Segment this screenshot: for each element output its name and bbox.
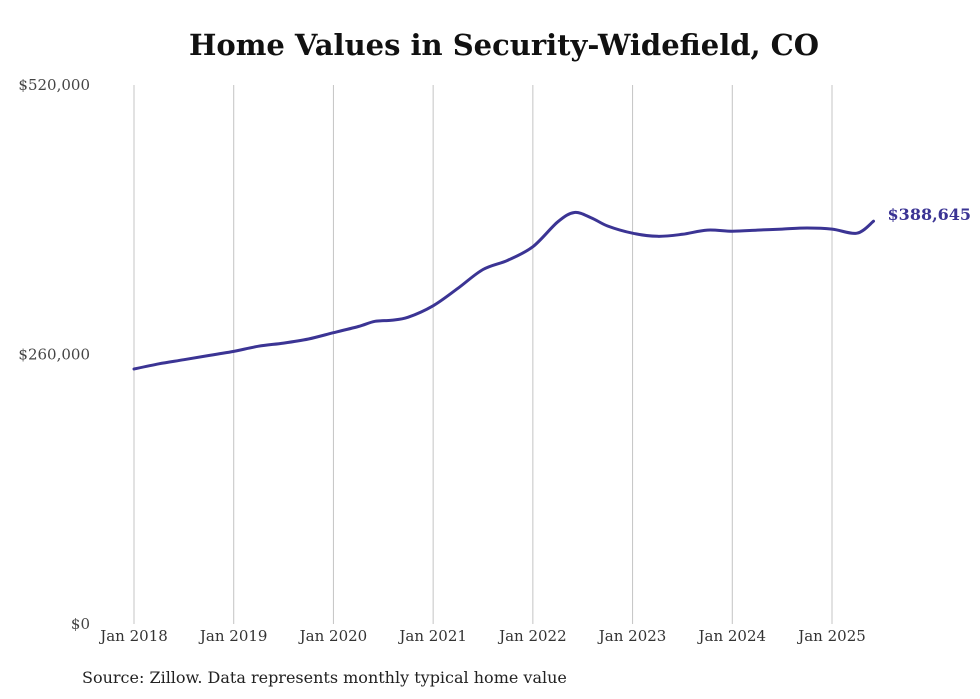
source-note: Source: Zillow. Data represents monthly … — [82, 668, 567, 687]
y-axis-ticks: $0 $260,000 $520,000 — [18, 76, 90, 633]
gridlines — [133, 85, 833, 624]
series-line — [132, 210, 875, 371]
y-tick-label: $260,000 — [18, 346, 90, 364]
x-tick-label: Jan 2025 — [796, 627, 866, 645]
y-tick-label: $0 — [71, 615, 90, 633]
x-tick-label: Jan 2019 — [198, 627, 268, 645]
chart-title: Home Values in Security-Widefield, CO — [188, 28, 820, 62]
x-axis-ticks: Jan 2018 Jan 2019 Jan 2020 Jan 2021 Jan 2022… — [98, 627, 866, 645]
x-tick-label: Jan 2023 — [597, 627, 667, 645]
end-value-label: $388,645 — [888, 205, 972, 224]
y-tick-label: $520,000 — [18, 76, 90, 94]
x-tick-label: Jan 2020 — [298, 627, 368, 645]
x-tick-label: Jan 2018 — [98, 627, 168, 645]
x-tick-label: Jan 2022 — [497, 627, 567, 645]
x-tick-label: Jan 2024 — [697, 627, 767, 645]
x-tick-label: Jan 2021 — [397, 627, 467, 645]
